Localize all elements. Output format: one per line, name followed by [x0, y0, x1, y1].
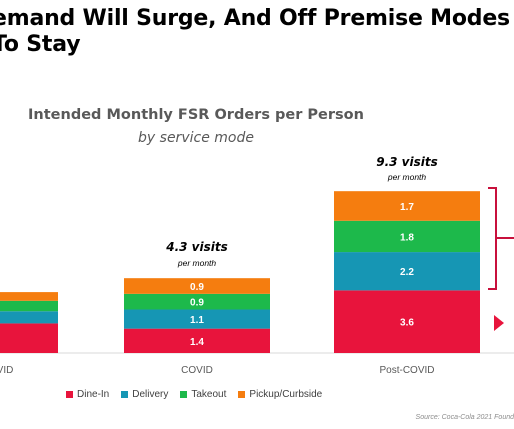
legend-label-takeout: Takeout	[191, 389, 227, 400]
category-label-post-covid: Post-COVID	[379, 365, 434, 376]
bar-partial-delivery	[0, 311, 58, 324]
bar-partial-takeout	[0, 300, 58, 312]
legend-swatch-pickup-curbside	[238, 391, 246, 398]
legend-label-delivery: Delivery	[132, 389, 169, 400]
legend-swatch-dine-in	[66, 391, 73, 398]
bar-partial-pickup-curbside	[0, 292, 58, 301]
legend-item-dine-in: Dine-In	[66, 389, 109, 400]
chart-legend: Dine-In Delivery Takeout Pickup/Curbside	[66, 389, 322, 400]
slide-headline: emand Will Surge, And Off Premise Modes …	[0, 6, 510, 57]
legend-item-takeout: Takeout	[180, 389, 226, 400]
legend-item-delivery: Delivery	[121, 389, 168, 400]
data-label-covid-takeout: 0.9	[190, 298, 204, 309]
legend-label-pickup-curbside: Pickup/Curbside	[249, 389, 323, 400]
legend-label-dine-in: Dine-In	[77, 389, 110, 400]
category-label-vid: VID	[0, 365, 13, 376]
total-label-covid: 4.3 visits	[165, 240, 228, 254]
data-label-covid-dine-in: 1.4	[190, 337, 204, 348]
bar-covid-dine-in	[124, 328, 270, 353]
data-label-post-covid-pickup-curbside: 1.7	[400, 202, 414, 213]
bracket-off-premise	[488, 187, 514, 290]
category-label-covid: COVID	[181, 365, 213, 376]
legend-item-pickup-curbside: Pickup/Curbside	[238, 389, 322, 400]
bar-covid-takeout	[124, 293, 270, 310]
chart-title: Intended Monthly FSR Orders per Person	[28, 107, 364, 123]
bar-post-covid-delivery	[334, 252, 480, 291]
bar-post-covid-pickup-curbside	[334, 191, 480, 221]
bar-post-covid-takeout	[334, 220, 480, 253]
total-unit-post-covid: per month	[387, 172, 427, 182]
bar-post-covid-dine-in	[334, 290, 480, 353]
bar-covid-delivery	[124, 309, 270, 329]
data-label-post-covid-takeout: 1.8	[400, 232, 414, 243]
pointer-triangle-icon	[494, 315, 504, 331]
data-label-post-covid-delivery: 2.2	[400, 267, 414, 278]
total-unit-covid: per month	[177, 258, 217, 268]
data-label-post-covid-dine-in: 3.6	[400, 318, 414, 329]
bar-covid-pickup-curbside	[124, 278, 270, 294]
data-label-covid-delivery: 1.1	[190, 315, 204, 326]
bar-partial-dine-in	[0, 323, 58, 353]
total-label-post-covid: 9.3 visits	[376, 155, 438, 169]
legend-swatch-delivery	[121, 391, 129, 398]
chart-subtitle: by service mode	[138, 130, 254, 146]
source-note: Source: Coca-Cola 2021 Found	[415, 414, 514, 421]
data-label-covid-pickup-curbside: 0.9	[190, 282, 204, 293]
legend-swatch-takeout	[180, 391, 188, 398]
